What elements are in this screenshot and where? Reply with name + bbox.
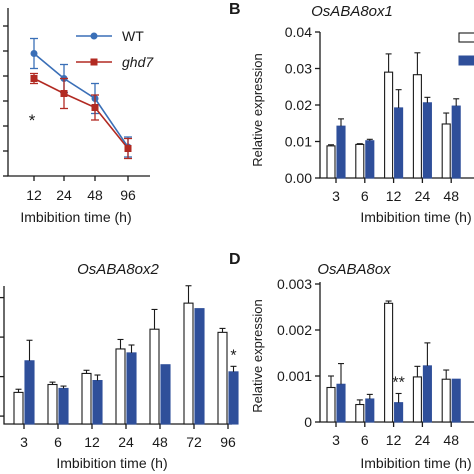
panel-c-xtick-label: 3	[20, 434, 28, 450]
panel-a-legend-label: WT	[122, 28, 144, 44]
panel-c-bar-open	[149, 328, 160, 425]
panel-b-title: OsABA8ox1	[311, 3, 393, 20]
panel-d-bar-open	[384, 302, 394, 423]
panel-b-bar-filled	[365, 140, 375, 179]
panel-d-bar-filled	[451, 378, 461, 423]
panel-c: OsABA8ox2 Imbibition time (h) 3 6 12 24 48 72…	[0, 261, 239, 471]
panel-d-bar-filled	[394, 402, 404, 423]
panel-b-bar-open	[412, 74, 422, 179]
panel-d-bar-filled	[336, 383, 346, 423]
panel-c-bar-open	[183, 302, 194, 425]
panel-b-bar-filled	[451, 105, 461, 179]
panel-b-bar-open	[441, 123, 451, 179]
panel-a-legend-marker	[90, 58, 98, 66]
panel-d-xtick-label: 6	[361, 432, 369, 448]
panel-a-xtick-label: 24	[56, 187, 72, 203]
panel-c-title: OsABA8ox2	[77, 261, 159, 278]
panel-c-bar-filled	[92, 379, 103, 425]
panel-a: Imbibition time (h) 12 24 48 96 WT ghd7 *	[3, 8, 154, 225]
panel-d-xtick-label: 48	[443, 432, 459, 448]
panel-d-xtick-label: 3	[332, 432, 340, 448]
panel-a-legend-label: ghd7	[122, 54, 154, 70]
panel-d-bar-open	[412, 376, 422, 423]
panel-c-xtick-label: 96	[220, 434, 236, 450]
panel-c-significance: *	[230, 347, 236, 364]
panel-d-xtick-label: 24	[415, 432, 431, 448]
panel-b-ylabel: Relative expression	[250, 53, 265, 166]
panel-b-letter: B	[229, 1, 241, 18]
panel-b-bar-open	[326, 145, 336, 179]
panel-d-bar-open	[441, 378, 451, 423]
panel-a-point-WT	[30, 50, 38, 57]
panel-a-xtick-label: 96	[120, 187, 136, 203]
panel-c-bar-filled	[24, 360, 35, 425]
panel-b-xtick-label: 48	[443, 188, 459, 204]
panel-d-bar-open	[326, 386, 336, 423]
panel-c-xtick-label: 12	[84, 434, 100, 450]
panel-b-ytick-label: 0.00	[285, 170, 312, 186]
panel-d-bar-open	[355, 403, 365, 423]
panel-c-xtick-label: 72	[186, 434, 202, 450]
panel-c-bar-open	[13, 391, 24, 425]
panel-b-ytick-label: 0.04	[285, 24, 312, 40]
panel-b-xtick-label: 12	[386, 188, 402, 204]
panel-c-xtick-label: 6	[54, 434, 62, 450]
panel-d-xtick-label: 12	[386, 432, 402, 448]
panel-c-bar-filled	[228, 371, 239, 425]
panel-b-ytick-label: 0.01	[285, 134, 312, 150]
panel-a-legend-marker	[90, 32, 98, 40]
panel-b-xtick-label: 6	[361, 188, 369, 204]
panel-d-letter: D	[229, 251, 241, 268]
panel-b-xtick-label: 24	[415, 188, 431, 204]
panel-a-point-ghd7	[60, 90, 68, 97]
panel-b-legend-open-swatch	[458, 32, 474, 43]
panel-b-ytick-label: 0.03	[285, 61, 312, 77]
panel-a-xtick-label: 12	[26, 187, 42, 203]
panel-b-xtick-label: 3	[332, 188, 340, 204]
panel-b-bar-open	[355, 143, 365, 179]
panel-a-point-ghd7	[30, 75, 38, 82]
panel-b-bar-open	[384, 71, 394, 179]
panel-d-ytick-label: 0	[304, 414, 312, 430]
panel-a-line-WT	[33, 52, 129, 148]
panel-b-ytick-label: 0.02	[285, 97, 312, 113]
panel-d-ytick-label: 0.003	[277, 276, 312, 292]
panel-c-bar-filled	[126, 352, 137, 425]
panel-c-xlabel: Imbibition time (h)	[56, 455, 167, 471]
panel-c-bar-open	[47, 383, 58, 425]
panel-c-bar-filled	[58, 387, 69, 425]
panel-b-bar-filled	[422, 102, 432, 179]
panel-c-bar-filled	[160, 364, 171, 425]
panel-d-ylabel: Relative expression	[250, 299, 265, 412]
panel-c-bar-open	[81, 372, 92, 425]
panel-d: D OsABA8ox Relative expression Imbibitio…	[229, 251, 474, 471]
panel-b-bar-filled	[394, 107, 404, 179]
panel-d-bar-filled	[365, 398, 375, 423]
panel-c-bar-open	[115, 348, 126, 425]
panel-a-significance: *	[29, 111, 36, 130]
panel-d-ytick-label: 0.001	[277, 368, 312, 384]
panel-d-title: OsABA8ox	[317, 261, 391, 278]
panel-d-xlabel: Imbibition time (h)	[360, 455, 471, 471]
panel-a-xtick-label: 48	[87, 187, 103, 203]
panel-c-bar-open	[217, 331, 228, 425]
panel-c-xtick-label: 24	[118, 434, 134, 450]
panel-c-bar-filled	[194, 308, 205, 425]
panel-a-point-ghd7	[124, 145, 132, 152]
panel-a-line-ghd7	[33, 77, 129, 150]
panel-b-legend-filled-swatch	[458, 55, 474, 66]
panel-a-point-ghd7	[91, 104, 99, 111]
panel-c-xtick-label: 48	[152, 434, 168, 450]
panel-b: B OsABA8ox1 Relative expression Imbibiti…	[229, 1, 474, 225]
panel-d-ytick-label: 0.002	[277, 322, 312, 338]
panel-b-bar-filled	[336, 125, 346, 179]
panel-d-significance: **	[392, 374, 404, 391]
panel-a-xlabel: Imbibition time (h)	[20, 209, 131, 225]
panel-b-xlabel: Imbibition time (h)	[360, 209, 471, 225]
panel-d-bar-filled	[422, 365, 432, 423]
